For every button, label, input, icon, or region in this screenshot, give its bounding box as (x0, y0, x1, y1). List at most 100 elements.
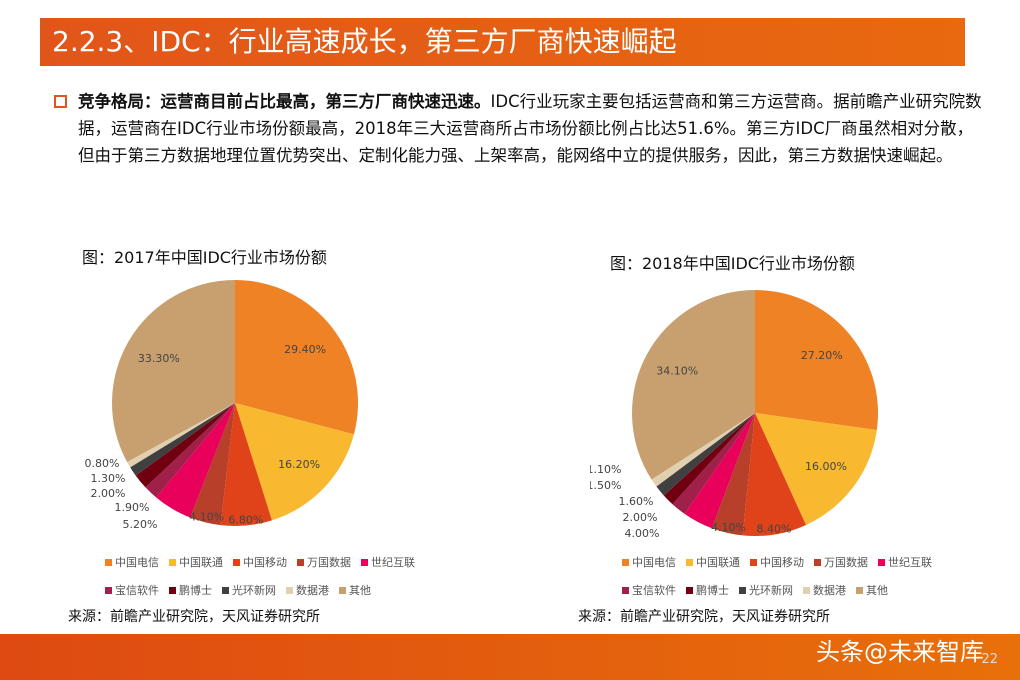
legend-swatch (856, 586, 863, 594)
legend-label: 中国联通 (179, 556, 223, 569)
legend-item: 鹏博士 (169, 582, 212, 598)
data-label: 33.30% (138, 352, 180, 365)
data-label: 16.20% (278, 458, 320, 471)
pie-slice-7 (135, 403, 235, 488)
data-label: 1.10% (590, 463, 621, 476)
pie-slice-3 (742, 413, 806, 536)
legend-label: 宝信软件 (632, 584, 676, 597)
legend-item: 世纪互联 (878, 554, 932, 570)
legend-label: 万国数据 (824, 556, 868, 569)
legend-swatch (169, 586, 176, 594)
data-label: 1.50% (590, 479, 621, 492)
pie-slice-9 (651, 413, 755, 487)
legend-swatch (814, 558, 821, 566)
pie-slice-8 (656, 413, 755, 496)
bullet-icon (54, 95, 67, 108)
data-label: 0.80% (85, 457, 120, 470)
paragraph-bold: 竞争格局：运营商目前占比最高，第三方厂商快速迅速。 (78, 92, 491, 111)
pie-chart-2017: 29.40% 16.20% 6.80% 4.10% 5.20% 1.90%2.00% 1.3… (85, 280, 358, 531)
data-label: 4.10% (711, 521, 746, 534)
legend-swatch (750, 558, 757, 566)
legend-item: 中国联通 (169, 554, 223, 570)
data-label: 5.20% (123, 518, 158, 531)
pie-slice-6 (672, 413, 755, 514)
legend-label: 中国移动 (243, 556, 287, 569)
legend-swatch (622, 586, 629, 594)
legend-swatch (361, 558, 368, 566)
watermark: 头条@未来智库 (816, 638, 984, 666)
legend-swatch (105, 586, 112, 594)
legend-label: 中国电信 (632, 556, 676, 569)
legend-2017: 中国电信 中国联通 中国移动 万国数据 世纪互联宝信软件 鹏博士 光环新网 数据港 其他 (105, 554, 415, 610)
source-left: 来源：前瞻产业研究院，天风证券研究所 (68, 609, 320, 625)
legend-item: 数据港 (286, 582, 329, 598)
legend-swatch (339, 586, 346, 594)
legend-swatch (233, 558, 240, 566)
data-label: 2.00% (91, 487, 126, 500)
paragraph-text: IDC行业玩家主要包括运营商和第三方运营商。据前瞻产业研究院数据，运营商在IDC… (78, 92, 982, 165)
legend-swatch (105, 558, 112, 566)
pie-slice-2 (235, 403, 354, 521)
legend-label: 世纪互联 (888, 556, 932, 569)
legend-label: 万国数据 (307, 556, 351, 569)
pie-slice-1 (755, 290, 878, 430)
legend-swatch (222, 586, 229, 594)
data-label: 29.40% (284, 343, 326, 356)
pie-slice-8 (130, 403, 235, 476)
legend-item: 中国联通 (686, 554, 740, 570)
pie-slice-9 (127, 403, 235, 468)
legend-label: 鹏博士 (696, 584, 729, 597)
pie-slice-7 (663, 413, 755, 505)
pie-slice-3 (220, 403, 272, 526)
legend-item: 鹏博士 (686, 582, 729, 598)
legend-label: 其他 (866, 584, 888, 597)
legend-label: 光环新网 (232, 584, 276, 597)
data-label: 1.90% (115, 501, 150, 514)
pie-slice-2 (755, 413, 877, 525)
legend-label: 鹏博士 (179, 584, 212, 597)
legend-item: 其他 (856, 582, 888, 598)
pie-slice-5 (156, 403, 235, 518)
legend-swatch (739, 586, 746, 594)
legend-label: 光环新网 (749, 584, 793, 597)
legend-swatch (169, 558, 176, 566)
legend-label: 数据港 (296, 584, 329, 597)
page-number: 22 (981, 652, 998, 667)
data-label: 34.10% (656, 365, 698, 378)
legend-item: 世纪互联 (361, 554, 415, 570)
legend-swatch (686, 558, 693, 566)
legend-swatch (622, 558, 629, 566)
legend-item: 中国移动 (750, 554, 804, 570)
data-label: 16.00% (805, 460, 847, 473)
pie-slice-4 (711, 413, 755, 536)
data-label: 4.10% (189, 510, 224, 523)
source-right: 来源：前瞻产业研究院，天风证券研究所 (578, 609, 830, 625)
pie-slice-10 (112, 280, 235, 463)
pie-slice-1 (235, 280, 358, 435)
pie-slice-10 (632, 290, 755, 480)
legend-swatch (878, 558, 885, 566)
legend-swatch (803, 586, 810, 594)
data-label: 27.20% (801, 349, 843, 362)
legend-label: 中国电信 (115, 556, 159, 569)
footer-bar (0, 634, 1020, 680)
legend-item: 其他 (339, 582, 371, 598)
legend-item: 中国电信 (622, 554, 676, 570)
legend-item: 光环新网 (222, 582, 276, 598)
pie-slice-6 (145, 403, 235, 498)
slide-title: 2.2.3、IDC：行业高速成长，第三方厂商快速崛起 (40, 18, 965, 66)
pie-slice-4 (190, 403, 235, 526)
legend-item: 万国数据 (814, 554, 868, 570)
pie-chart-2018: 27.20% 16.00% 8.40% 4.10% 4.00% 2.00% 1.60% 1.5… (590, 290, 878, 540)
pie-slice-5 (684, 413, 755, 529)
data-label: 8.40% (757, 522, 792, 535)
legend-item: 万国数据 (297, 554, 351, 570)
legend-swatch (686, 586, 693, 594)
legend-label: 宝信软件 (115, 584, 159, 597)
legend-item: 中国移动 (233, 554, 287, 570)
legend-item: 数据港 (803, 582, 846, 598)
paragraph: 竞争格局：运营商目前占比最高，第三方厂商快速迅速。IDC行业玩家主要包括运营商和… (54, 88, 986, 169)
chart-title-2017: 图：2017年中国IDC行业市场份额 (82, 248, 327, 267)
chart-title-2018: 图：2018年中国IDC行业市场份额 (610, 254, 855, 273)
data-label: 6.80% (228, 513, 263, 526)
